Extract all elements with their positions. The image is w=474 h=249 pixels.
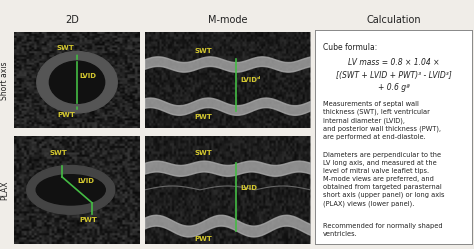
Text: Measurements of septal wall
thickness (SWT), left ventricular
internal diameter : Measurements of septal wall thickness (S… <box>323 101 441 140</box>
Text: Short axis: Short axis <box>0 61 9 100</box>
Text: Diameters are perpendicular to the
LV long axis, and measured at the
level of mi: Diameters are perpendicular to the LV lo… <box>323 152 445 207</box>
Text: LVIDᵈ: LVIDᵈ <box>241 77 261 83</box>
Text: PLAX: PLAX <box>0 180 9 200</box>
Text: LV mass = 0.8 × 1.04 ×: LV mass = 0.8 × 1.04 × <box>347 58 439 67</box>
Text: SWT: SWT <box>49 150 67 156</box>
Text: SWT: SWT <box>57 45 75 51</box>
Text: Cube formula:: Cube formula: <box>323 43 377 52</box>
Text: [(SWT + LVID + PWT)³ - LVID³]: [(SWT + LVID + PWT)³ - LVID³] <box>336 70 451 80</box>
Text: LVID: LVID <box>80 73 97 79</box>
Text: Recommended for normally shaped
ventricles.: Recommended for normally shaped ventricl… <box>323 223 443 237</box>
Text: PWT: PWT <box>194 114 212 120</box>
Text: M-mode: M-mode <box>208 15 247 25</box>
Text: Calculation: Calculation <box>366 15 421 25</box>
Text: + 0.6 gª: + 0.6 gª <box>378 83 409 92</box>
Circle shape <box>49 61 105 103</box>
Ellipse shape <box>36 175 105 205</box>
Text: SWT: SWT <box>194 49 212 55</box>
Text: PWT: PWT <box>80 217 98 223</box>
Text: 2D: 2D <box>65 15 79 25</box>
Text: LVID: LVID <box>241 185 258 191</box>
Text: PWT: PWT <box>194 236 212 242</box>
Text: PWT: PWT <box>57 112 75 118</box>
Text: SWT: SWT <box>194 150 212 156</box>
Text: LVID: LVID <box>77 178 94 184</box>
Ellipse shape <box>27 166 115 214</box>
Circle shape <box>37 52 117 113</box>
